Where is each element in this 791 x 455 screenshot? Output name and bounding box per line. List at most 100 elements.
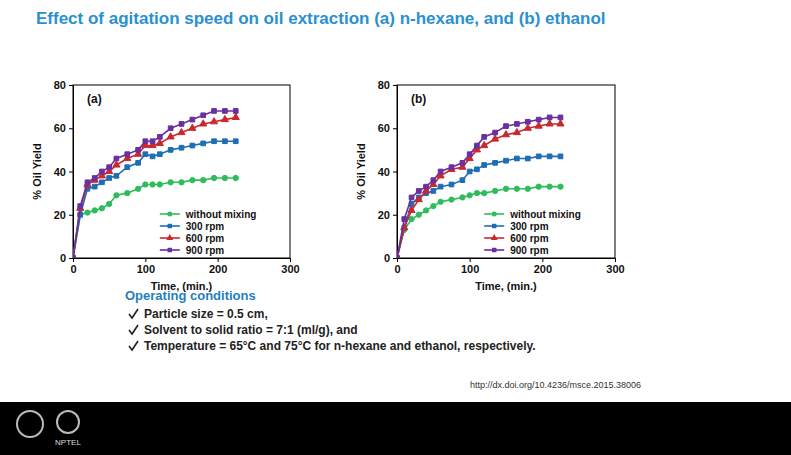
data-point bbox=[515, 122, 520, 127]
tick-mark bbox=[218, 258, 219, 262]
data-point bbox=[201, 113, 206, 118]
tick-mark bbox=[145, 258, 146, 262]
tick: 0 bbox=[384, 252, 397, 264]
data-point bbox=[73, 256, 75, 258]
y-axis: 020406080 bbox=[378, 79, 398, 264]
tick-label: 20 bbox=[54, 209, 66, 221]
tick: 100 bbox=[137, 258, 155, 275]
data-point bbox=[168, 180, 173, 185]
panel-label: (a) bbox=[87, 92, 102, 106]
tick-label: 0 bbox=[60, 252, 66, 264]
data-point bbox=[402, 217, 407, 222]
chart-panel: 0100200300020406080Time, (min.)% Oil Yie… bbox=[31, 79, 300, 292]
check-bullet bbox=[129, 309, 138, 318]
data-point bbox=[525, 186, 530, 191]
data-point bbox=[99, 206, 104, 211]
x-axis: 0100200300 bbox=[70, 258, 299, 275]
data-point bbox=[535, 122, 542, 128]
tick-mark bbox=[542, 258, 543, 262]
legend-label: 600 rpm bbox=[186, 233, 224, 244]
legend-marker bbox=[168, 224, 172, 228]
plot-area bbox=[73, 109, 239, 258]
data-point bbox=[179, 180, 184, 185]
tick-label: 100 bbox=[137, 263, 155, 275]
tick-label: 300 bbox=[606, 263, 624, 275]
series-group bbox=[73, 109, 239, 258]
data-point bbox=[460, 161, 465, 166]
legend-marker bbox=[491, 234, 498, 240]
legend: without mixing300 rpm600 rpm900 rpm bbox=[484, 209, 581, 256]
logo bbox=[17, 411, 43, 437]
x-axis: 0100200300 bbox=[394, 258, 624, 275]
data-point bbox=[189, 124, 196, 130]
data-point bbox=[100, 169, 105, 174]
data-point bbox=[143, 152, 148, 157]
tick: 80 bbox=[54, 79, 73, 91]
data-point bbox=[157, 135, 162, 140]
data-point bbox=[178, 128, 185, 134]
data-point bbox=[524, 124, 531, 130]
data-point bbox=[212, 139, 217, 144]
data-point bbox=[157, 152, 162, 157]
data-point bbox=[84, 180, 91, 186]
data-point bbox=[232, 113, 239, 119]
conditions-heading: Operating conditions bbox=[125, 288, 256, 303]
data-point bbox=[135, 186, 140, 191]
data-point bbox=[409, 216, 414, 221]
legend-label: 300 rpm bbox=[186, 221, 224, 232]
data-point bbox=[416, 212, 421, 217]
tick: 100 bbox=[461, 258, 479, 275]
data-point bbox=[503, 186, 508, 191]
data-point bbox=[558, 115, 563, 120]
tick-mark bbox=[69, 172, 73, 173]
data-point bbox=[107, 165, 112, 170]
data-point bbox=[190, 143, 195, 148]
data-point bbox=[482, 135, 487, 140]
tick-mark bbox=[393, 85, 397, 86]
data-point bbox=[546, 120, 553, 126]
legend-label: 600 rpm bbox=[510, 233, 548, 244]
data-point bbox=[143, 182, 148, 187]
legend-label: 300 rpm bbox=[510, 221, 548, 232]
data-point bbox=[431, 203, 436, 208]
tick-label: 0 bbox=[70, 263, 76, 275]
data-point bbox=[493, 130, 498, 135]
tick-label: 0 bbox=[384, 252, 390, 264]
data-point bbox=[168, 126, 173, 131]
data-point bbox=[92, 184, 97, 189]
data-point bbox=[558, 154, 563, 159]
tick-mark bbox=[393, 128, 397, 129]
data-point bbox=[221, 115, 228, 121]
tick-label: 200 bbox=[534, 263, 552, 275]
data-point bbox=[493, 161, 498, 166]
data-point bbox=[157, 182, 162, 187]
plot-frame bbox=[73, 85, 290, 258]
legend-marker bbox=[168, 248, 172, 252]
series-line bbox=[397, 156, 561, 258]
data-point bbox=[467, 169, 472, 174]
data-point bbox=[73, 256, 75, 258]
tick: 20 bbox=[54, 209, 73, 221]
data-point bbox=[136, 161, 141, 166]
data-point bbox=[222, 175, 227, 180]
source-link: http://dx.doi.org/10.4236/msce.2015.3800… bbox=[470, 380, 641, 390]
tick: 20 bbox=[378, 209, 397, 221]
data-point bbox=[233, 109, 238, 114]
check-bullet bbox=[129, 325, 138, 334]
data-point bbox=[397, 256, 399, 258]
data-point bbox=[460, 178, 465, 183]
series-line bbox=[73, 178, 236, 258]
data-point bbox=[475, 143, 480, 148]
legend-label: without mixing bbox=[185, 209, 257, 220]
condition-item: Solvent to solid ratio = 7:1 (ml/g), and bbox=[144, 323, 358, 337]
data-point bbox=[475, 167, 480, 172]
condition-item: Temperature = 65°C and 75°C for n-hexane… bbox=[144, 339, 536, 353]
series-line bbox=[73, 141, 236, 258]
data-point bbox=[558, 184, 563, 189]
data-point bbox=[536, 154, 541, 159]
legend-marker bbox=[492, 248, 496, 252]
plot-area bbox=[397, 115, 564, 258]
tick-mark bbox=[69, 85, 73, 86]
data-point bbox=[482, 190, 487, 195]
series-group bbox=[397, 115, 564, 258]
